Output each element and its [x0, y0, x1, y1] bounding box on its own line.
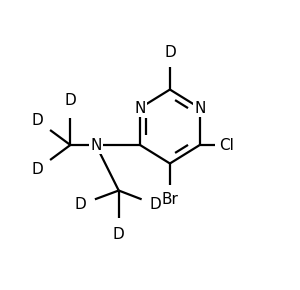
Text: D: D — [113, 227, 124, 242]
Text: D: D — [74, 197, 86, 212]
Text: D: D — [164, 45, 176, 60]
Text: D: D — [32, 113, 44, 128]
Text: D: D — [150, 197, 162, 212]
Text: D: D — [64, 93, 76, 108]
Text: N: N — [194, 101, 206, 115]
Text: D: D — [32, 162, 44, 177]
Text: Br: Br — [161, 191, 178, 206]
Text: Cl: Cl — [219, 137, 234, 153]
Text: N: N — [134, 101, 146, 115]
Text: N: N — [90, 137, 102, 153]
